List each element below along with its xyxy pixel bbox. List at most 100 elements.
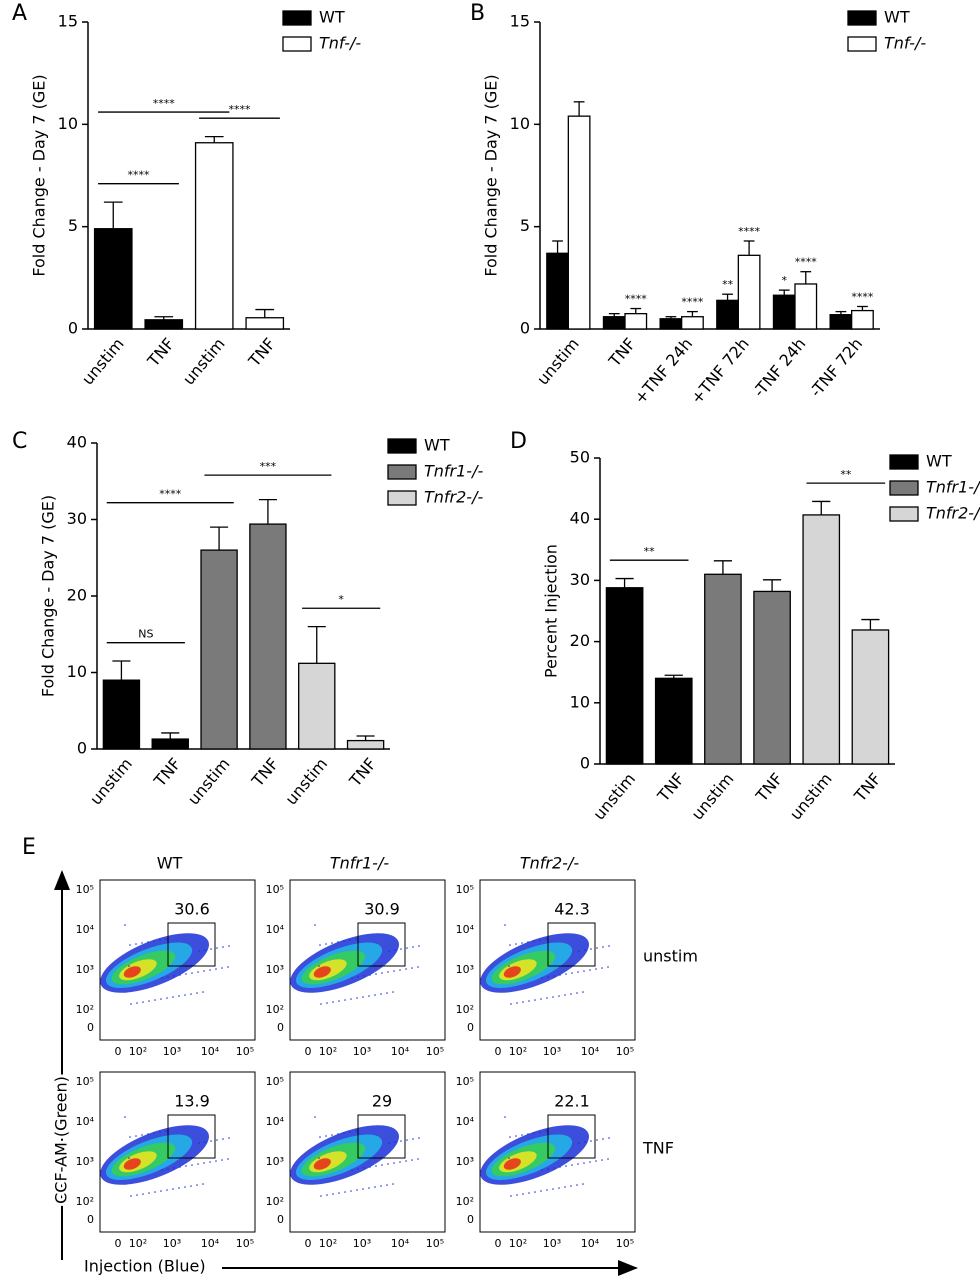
y-tick-label: 10⁵: [456, 883, 474, 896]
bar: [605, 587, 644, 765]
scatter-dot: [160, 1190, 162, 1192]
scatter-dot: [153, 1132, 155, 1134]
gate: [167, 1114, 216, 1159]
scatter-dot: [160, 998, 162, 1000]
scatter-dot: [516, 1194, 518, 1196]
scatter-dot: [153, 940, 155, 942]
scatter-dot: [540, 998, 542, 1000]
scatter-dot: [578, 1142, 580, 1144]
density-cloud: [290, 933, 399, 993]
scatter-dot: [388, 1142, 390, 1144]
scatter-dot: [510, 1195, 512, 1197]
scatter-dot: [165, 938, 167, 940]
density-layer: [503, 1158, 521, 1170]
scatter-dot: [393, 970, 395, 972]
significance-label: **: [840, 468, 852, 481]
y-tick-label: 0: [467, 1213, 474, 1226]
scatter-dot: [508, 1157, 510, 1159]
scatter-dot: [381, 972, 383, 974]
scatter-dot: [363, 1167, 365, 1169]
scatter-dot: [565, 1165, 567, 1167]
scatter-dot: [142, 1193, 144, 1195]
significance-label: **: [722, 278, 734, 291]
scatter-dot: [595, 1160, 597, 1162]
legend-swatch: [387, 438, 417, 454]
bar: [681, 316, 704, 330]
scatter-dot: [178, 995, 180, 997]
y-tick-label: 10²: [76, 1003, 94, 1016]
scatter-dot: [196, 1184, 198, 1186]
scatter-dot: [191, 972, 193, 974]
scatter-dot: [375, 1165, 377, 1167]
scatter-dot: [148, 1000, 150, 1002]
gate-percent: 22.1: [554, 1092, 590, 1111]
scatter-dot: [533, 1132, 535, 1134]
x-tick-label: unstim: [688, 769, 738, 823]
x-tick-label: +TNF 72h: [687, 334, 753, 407]
density-layer: [313, 1158, 331, 1170]
legend-swatch: [847, 36, 877, 52]
y-tick-label: 10: [510, 114, 530, 133]
scatter-dot: [184, 1186, 186, 1188]
y-tick-label: 10²: [456, 1003, 474, 1016]
scatter-dot: [406, 1139, 408, 1141]
significance-label: ****: [625, 293, 648, 306]
y-tick-label: 10³: [266, 1155, 284, 1168]
bar: [93, 228, 133, 330]
column-header: Tnfr1-/-: [330, 854, 389, 873]
scatter-dot: [541, 1169, 543, 1171]
bar: [546, 252, 569, 330]
scatter-dot: [338, 1000, 340, 1002]
legend-label: WT: [926, 452, 952, 471]
scatter-dot: [564, 1186, 566, 1188]
x-tick-label: 0: [305, 1045, 312, 1058]
legend-label: Tnf-/-: [319, 34, 361, 53]
scatter-dot: [521, 942, 523, 944]
bar: [659, 318, 683, 330]
x-tick-label: 10³: [353, 1045, 371, 1058]
y-tick-label: 10: [67, 662, 87, 681]
x-tick-label: TNF: [653, 769, 688, 806]
scatter-dot: [386, 1184, 388, 1186]
significance-label: ****: [851, 290, 874, 303]
scatter-dot: [355, 1130, 357, 1132]
scatter-dot: [320, 1195, 322, 1197]
scatter-dot: [362, 996, 364, 998]
y-axis-label: CCF-AM (Green): [52, 1076, 71, 1204]
x-tick-label: 0: [115, 1045, 122, 1058]
scatter-dot: [228, 945, 230, 947]
y-tick-label: 40: [67, 433, 87, 452]
scatter-dot: [558, 995, 560, 997]
x-tick-label: 0: [495, 1237, 502, 1250]
y-tick-label: 20: [570, 631, 590, 650]
error-bar: [665, 316, 677, 319]
scatter-dot: [577, 971, 579, 973]
scatter-dot: [350, 998, 352, 1000]
scatter-dot: [582, 991, 584, 993]
scatter-dot: [136, 1002, 138, 1004]
scatter-dot: [331, 942, 333, 944]
x-tick-label: unstim: [281, 754, 331, 808]
y-tick-label: 10²: [456, 1195, 474, 1208]
scatter-dot: [596, 947, 598, 949]
x-tick-label: 10⁵: [426, 1237, 444, 1250]
scatter-dot: [166, 997, 168, 999]
scatter-dot: [607, 966, 609, 968]
scatter-dot: [392, 991, 394, 993]
legend-swatch: [387, 490, 417, 506]
significance-label: ***: [260, 460, 277, 473]
y-tick-label: 10⁵: [456, 1075, 474, 1088]
scatter-dot: [596, 1139, 598, 1141]
significance-label: ****: [153, 97, 176, 110]
error-bar: [664, 674, 683, 679]
scatter-dot: [399, 1161, 401, 1163]
scatter-dot: [602, 1138, 604, 1140]
scatter-dot: [178, 1187, 180, 1189]
scatter-dot: [154, 1191, 156, 1193]
scatter-dot: [570, 1185, 572, 1187]
scatter-dot: [583, 970, 585, 972]
scatter-dot: [521, 1134, 523, 1136]
scatter-dot: [124, 1116, 126, 1118]
scatter-dot: [418, 1137, 420, 1139]
x-tick-label: unstim: [533, 334, 583, 388]
